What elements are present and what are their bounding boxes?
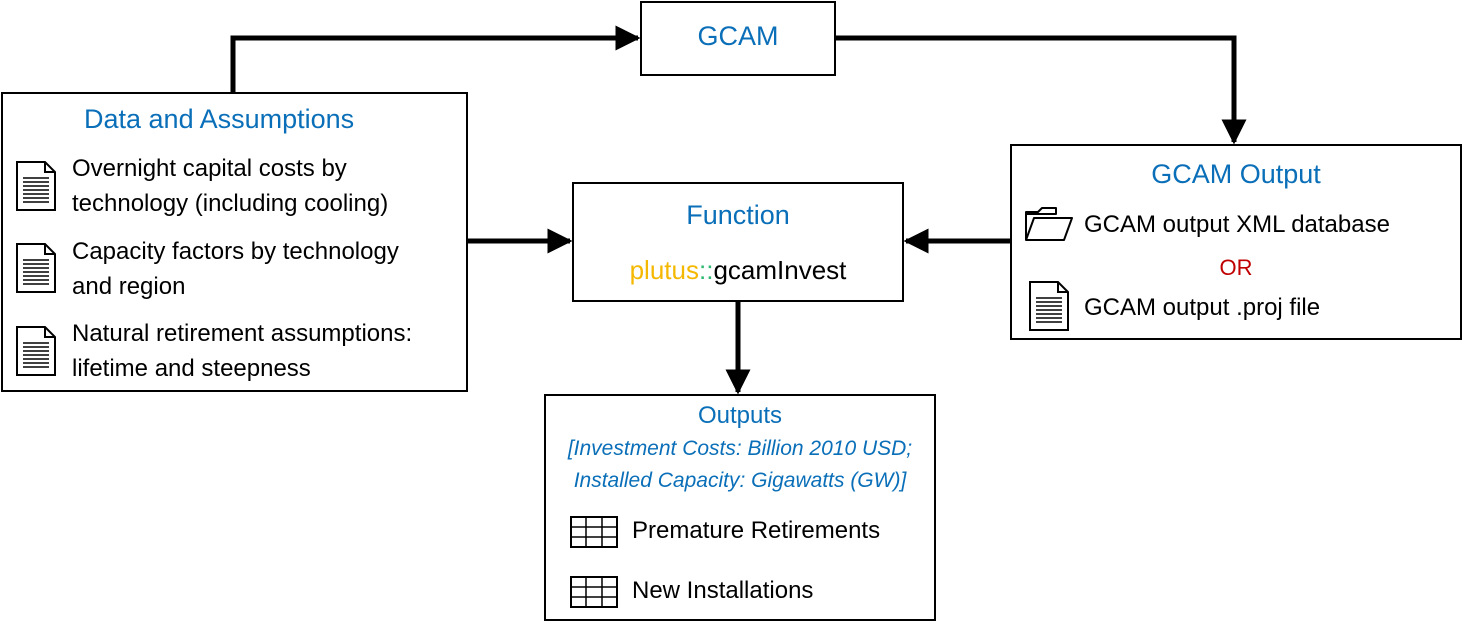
outputs-title: Outputs (697, 402, 783, 429)
outputs-box: Outputs [Investment Costs: Billion 2010 … (544, 394, 936, 621)
data-item-2-line2: and region (72, 273, 186, 300)
function-title: Function (686, 200, 790, 230)
table-icon (570, 516, 618, 548)
gcam-output-box: GCAM Output GCAM output XML database OR … (1010, 144, 1462, 340)
function-name: gcamInvest (713, 255, 847, 285)
output-new-installations: New Installations (632, 577, 814, 604)
gcam-box: GCAM (640, 1, 836, 76)
document-icon (1029, 281, 1069, 331)
arrow-data-to-gcam (230, 25, 641, 93)
data-item-2-line1: Capacity factors by technology (72, 238, 399, 265)
gcam-output-xml-label: GCAM output XML database (1084, 211, 1390, 238)
outputs-units-line2: Installed Capacity: Gigawatts (GW)] (573, 469, 907, 492)
data-item-3-line1: Natural retirement assumptions: (72, 320, 413, 347)
data-item-1-line1: Overnight capital costs by (72, 155, 347, 182)
data-item-3-line2: lifetime and steepness (72, 355, 311, 382)
function-box: Function plutus::gcamInvest (572, 182, 904, 302)
function-package: plutus (629, 255, 699, 285)
gcam-title: GCAM (697, 21, 779, 51)
data-item-1-line2: technology (including cooling) (72, 190, 389, 217)
document-icon (16, 326, 56, 376)
or-label: OR (1219, 255, 1253, 280)
table-icon (570, 576, 618, 608)
gcam-output-title: GCAM Output (1151, 159, 1321, 189)
output-premature-retirements: Premature Retirements (632, 517, 881, 544)
gcam-output-proj-label: GCAM output .proj file (1084, 294, 1321, 321)
data-assumptions-box: Data and Assumptions Overnight capital c… (1, 92, 468, 392)
outputs-units-line1: [Investment Costs: Billion 2010 USD; (567, 437, 913, 460)
function-separator: :: (698, 255, 714, 285)
document-icon (16, 243, 56, 293)
function-call: plutus::gcamInvest (574, 252, 902, 288)
arrow-gcam-to-output (836, 35, 1247, 145)
folder-icon (1025, 207, 1073, 241)
data-assumptions-title: Data and Assumptions (84, 104, 355, 134)
document-icon (16, 161, 56, 211)
